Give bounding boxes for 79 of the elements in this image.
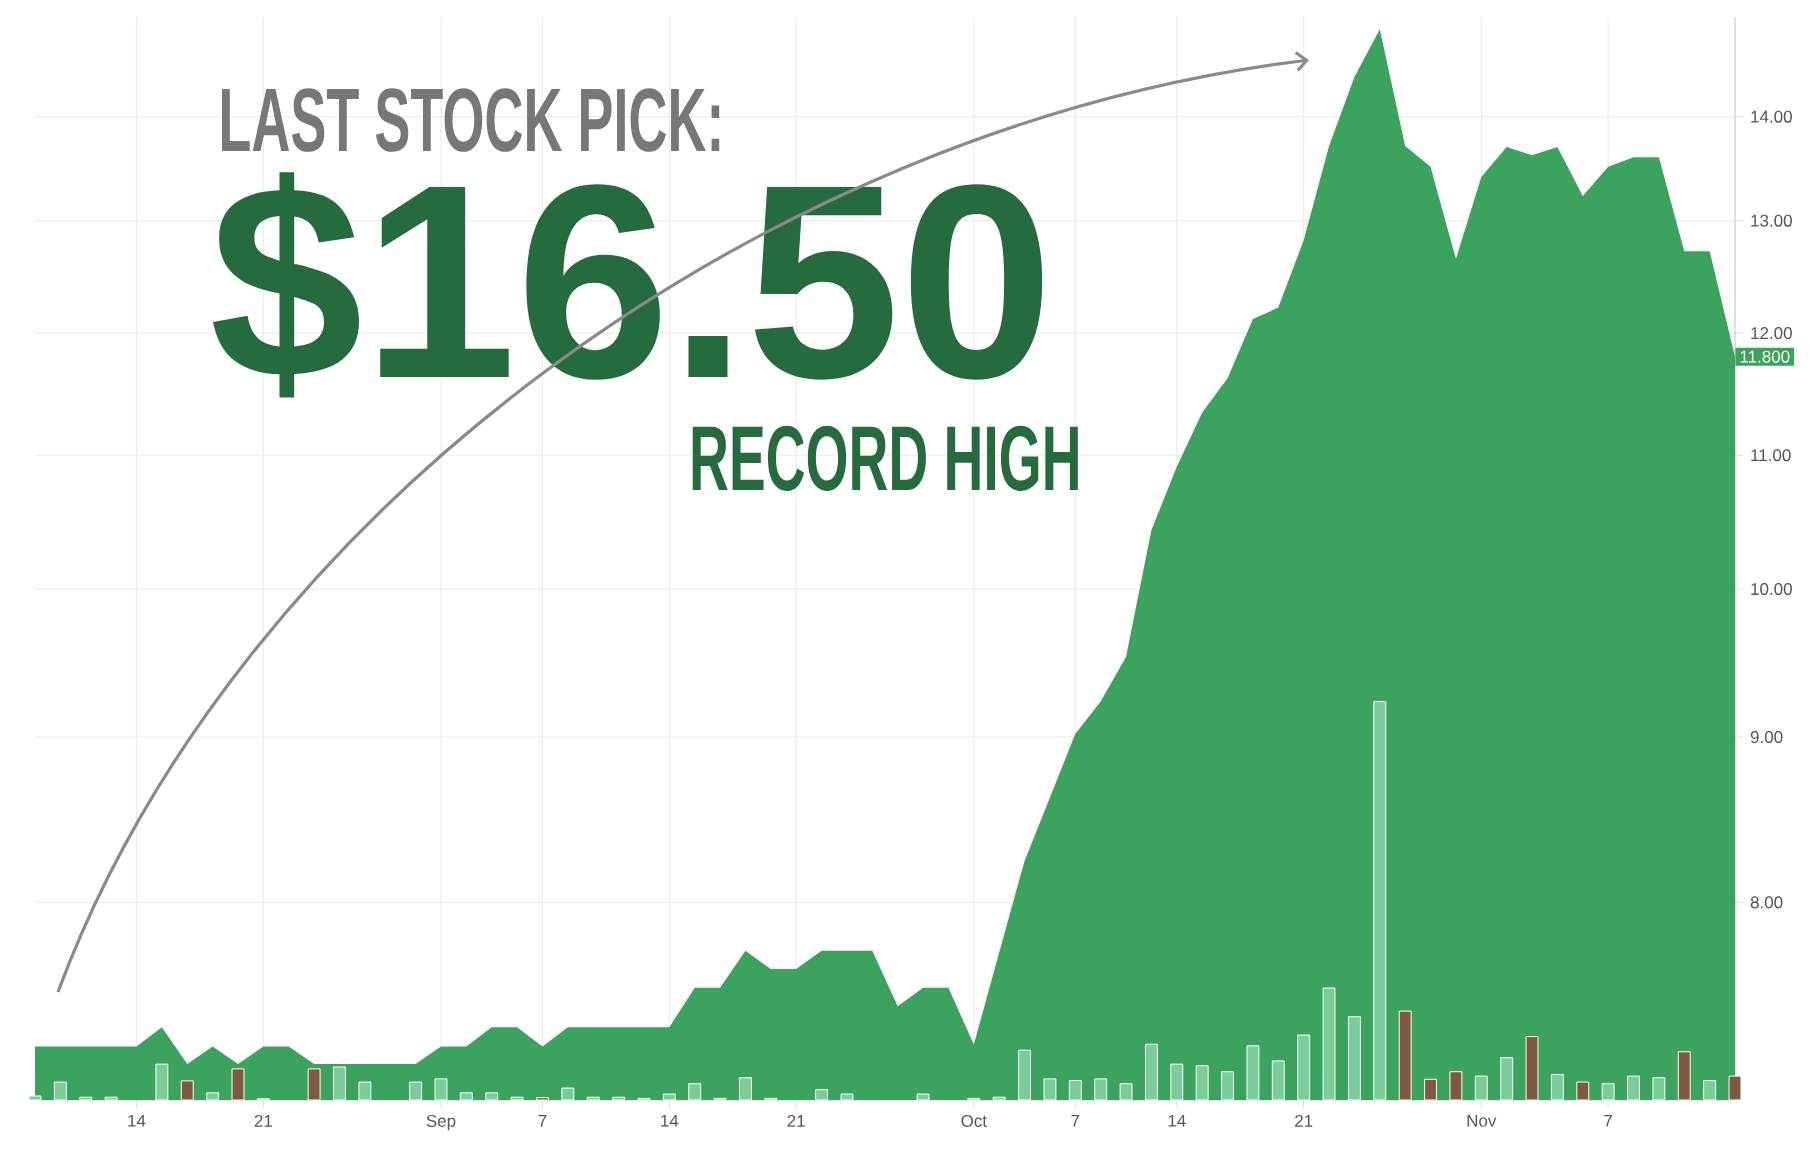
bar	[815, 1089, 829, 1101]
y-tick-label: 11.00	[1751, 449, 1791, 462]
text: 11.800	[1740, 350, 1790, 363]
bar	[1170, 1063, 1184, 1101]
bar	[536, 1097, 549, 1101]
bar	[1347, 1016, 1361, 1101]
x-tick-label: 21	[1295, 1114, 1313, 1127]
bar	[688, 1083, 702, 1101]
x-tick-label: 14	[1168, 1114, 1186, 1127]
bar	[104, 1096, 118, 1101]
bar	[1068, 1079, 1082, 1101]
bar	[1500, 1057, 1514, 1101]
bar	[307, 1068, 321, 1101]
x-tick-label: Oct	[961, 1114, 987, 1127]
bar	[1677, 1051, 1691, 1101]
bar	[333, 1066, 346, 1101]
bar	[155, 1063, 169, 1101]
x-tick-label: Nov	[1467, 1114, 1497, 1127]
x-tick-label: Sep	[426, 1114, 456, 1131]
bar	[1221, 1071, 1235, 1101]
x-tick-label: 7	[538, 1114, 547, 1127]
bar	[1474, 1075, 1488, 1101]
bar	[1322, 987, 1336, 1101]
bar	[1550, 1073, 1564, 1101]
x-tick-label: 14	[128, 1114, 146, 1127]
bar	[28, 1095, 42, 1101]
bar	[206, 1092, 220, 1101]
bar	[79, 1096, 93, 1101]
bar	[358, 1081, 372, 1101]
bar	[180, 1080, 194, 1101]
y-tick-label: 9.00	[1750, 731, 1783, 744]
bar	[1373, 700, 1387, 1101]
bar	[485, 1092, 499, 1101]
bar	[1297, 1034, 1311, 1101]
bar	[1119, 1083, 1133, 1101]
y-tick-label: 8.00	[1750, 896, 1783, 909]
bar	[231, 1068, 245, 1101]
bar	[1018, 1049, 1032, 1101]
bar	[434, 1078, 448, 1101]
y-tick-label: 10.00	[1751, 583, 1792, 596]
bar	[738, 1077, 752, 1101]
bar	[586, 1096, 600, 1101]
y-tick-label: 13.00	[1751, 214, 1792, 227]
bar	[1728, 1075, 1742, 1101]
bar	[1424, 1078, 1437, 1101]
bar	[840, 1093, 854, 1101]
bar	[1398, 1010, 1412, 1101]
bar	[1043, 1078, 1057, 1101]
annotation: $16.50	[213, 172, 1043, 398]
y-tick-label: 12.00	[1751, 327, 1792, 340]
bar	[561, 1087, 575, 1101]
bar	[916, 1093, 930, 1101]
x-tick-label: 14	[661, 1114, 679, 1127]
bar	[1195, 1065, 1209, 1101]
bar	[510, 1096, 524, 1101]
bar	[1246, 1045, 1260, 1101]
x-tick-label: 7	[1071, 1114, 1080, 1127]
bar	[1601, 1083, 1615, 1101]
bar	[992, 1096, 1006, 1101]
bar	[1627, 1075, 1640, 1101]
bar	[1525, 1036, 1539, 1101]
bar	[1576, 1081, 1590, 1101]
x-tick-label: 21	[787, 1114, 805, 1127]
bar	[459, 1092, 473, 1101]
bar	[662, 1093, 676, 1101]
bar	[409, 1081, 423, 1101]
y-tick-label: 14.00	[1751, 110, 1792, 123]
bar	[53, 1081, 67, 1101]
x-tick-label: 7	[1604, 1114, 1613, 1127]
bar	[1703, 1079, 1717, 1101]
bar	[612, 1096, 626, 1101]
bar	[1449, 1071, 1463, 1101]
annotation: RECORD HIGH	[692, 425, 1078, 491]
annotation: LAST STOCK PICK:	[222, 88, 720, 152]
x-tick-label: 21	[254, 1114, 272, 1127]
bar	[1652, 1077, 1666, 1101]
bar	[1144, 1043, 1158, 1101]
bar	[1271, 1060, 1285, 1101]
bar	[1094, 1078, 1108, 1101]
